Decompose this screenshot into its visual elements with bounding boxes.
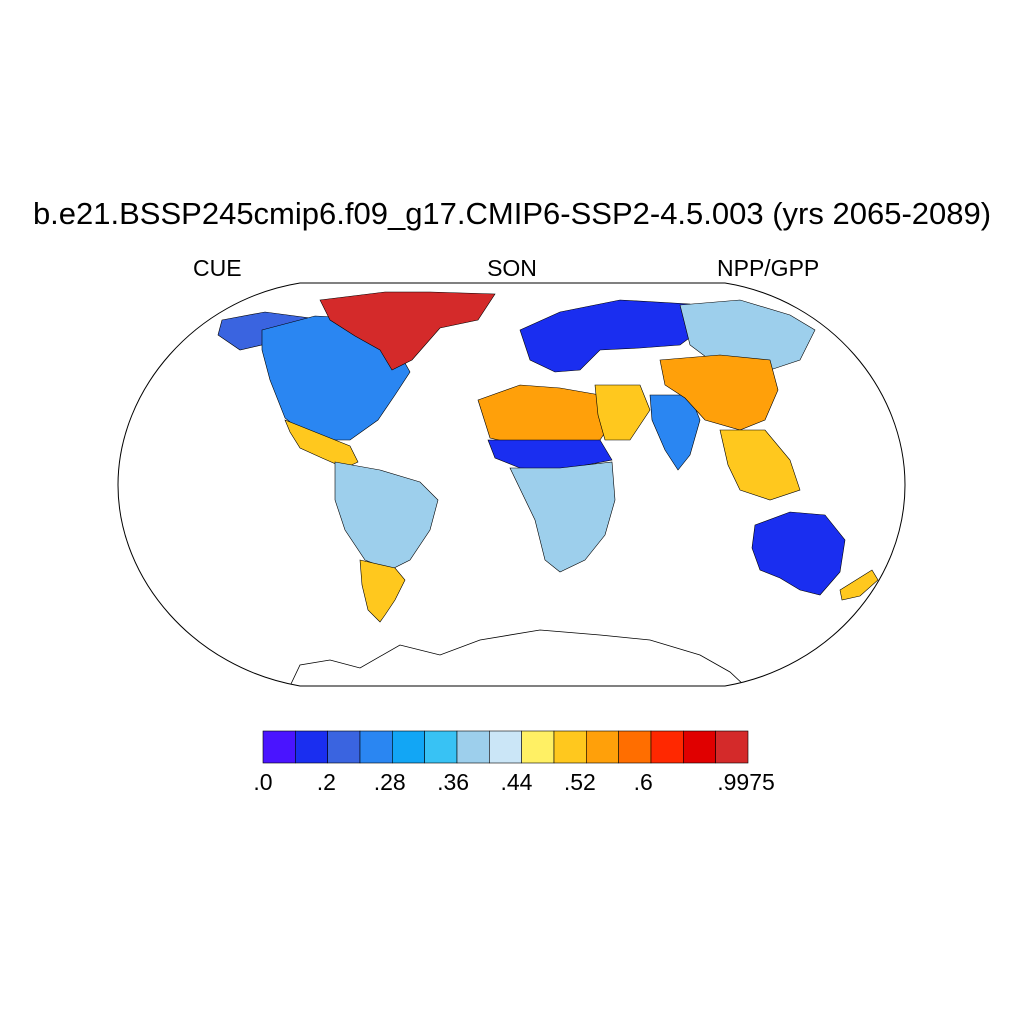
colorbar-swatch [359,730,393,764]
colorbar-tick-label: .52 [563,769,596,795]
colorbar-swatch [618,730,652,764]
colorbar-tick-label: .6 [633,769,653,795]
colorbar-swatch [295,730,328,764]
map-frame [117,282,906,687]
colorbar-swatch [262,730,296,764]
season-label: SON [487,255,537,281]
region-china [659,354,779,431]
region-south-america-amazon [334,461,439,571]
colorbar-swatch [489,730,522,764]
region-new-zealand [839,569,879,601]
colorbar-swatch [521,730,555,764]
region-africa-south [509,461,616,573]
colorbar-swatch [553,730,587,764]
colorbar-swatch [586,730,619,764]
units-label: NPP/GPP [717,255,820,281]
figure-title: b.e21.BSSP245cmip6.f09_g17.CMIP6-SSP2-4.… [32,196,992,231]
colorbar-tick-label: .44 [500,769,533,795]
region-north-africa-sahara [477,384,611,446]
colorbar-tick-label: .36 [437,769,470,795]
colorbar-swatch [650,730,684,764]
region-southeast-asia [719,429,801,501]
region-australia [751,511,846,596]
colorbar-swatch [715,730,749,764]
colorbar-tick-label: .28 [373,769,406,795]
colorbar-swatch [456,730,490,764]
region-middle-east [594,384,651,441]
colorbar-swatch [392,730,425,764]
colorbar-swatch [683,730,716,764]
colorbar-swatch [327,730,361,764]
region-siberia [679,299,816,371]
land-fields [217,291,879,686]
region-northern-europe-russia [519,299,701,373]
colorbar-tick-label: .9975 [717,769,775,795]
colorbar-tick-label: .2 [316,769,336,795]
antarctica-outline [289,629,746,686]
colorbar-tick-label: .0 [253,769,273,795]
variable-label: CUE [193,255,242,281]
region-greenland-arctic-canada [319,291,496,371]
colorbar [262,730,749,764]
region-south-america-south [359,559,406,623]
colorbar-swatch [424,730,458,764]
